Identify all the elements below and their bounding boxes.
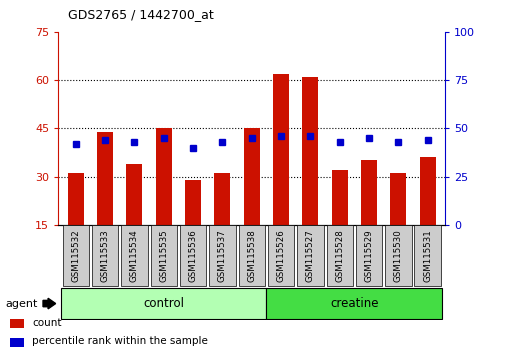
Bar [331,170,347,225]
FancyBboxPatch shape [121,225,147,286]
Text: GSM115535: GSM115535 [159,229,168,282]
Bar [185,180,201,225]
Text: creatine: creatine [329,297,378,310]
Text: GSM115527: GSM115527 [306,229,314,282]
Text: agent: agent [5,298,37,309]
Text: GDS2765 / 1442700_at: GDS2765 / 1442700_at [68,8,214,21]
FancyBboxPatch shape [63,225,89,286]
Bar [419,157,435,225]
Text: GSM115526: GSM115526 [276,229,285,282]
Text: GSM115529: GSM115529 [364,229,373,282]
Text: GSM115536: GSM115536 [188,229,197,282]
Bar [273,74,288,225]
Bar [10,338,24,347]
Text: GSM115533: GSM115533 [100,229,110,282]
Text: percentile rank within the sample: percentile rank within the sample [32,336,208,346]
FancyBboxPatch shape [384,225,411,286]
FancyBboxPatch shape [180,225,206,286]
Text: GSM115538: GSM115538 [247,229,256,282]
Text: GSM115537: GSM115537 [218,229,226,282]
Bar [97,132,113,225]
Text: GSM115534: GSM115534 [130,229,139,282]
FancyBboxPatch shape [61,288,266,319]
FancyBboxPatch shape [267,225,294,286]
Bar [156,128,172,225]
FancyBboxPatch shape [414,225,440,286]
Text: GSM115530: GSM115530 [393,229,402,282]
FancyBboxPatch shape [326,225,352,286]
FancyBboxPatch shape [209,225,235,286]
FancyBboxPatch shape [266,288,441,319]
Text: count: count [32,318,62,328]
Bar [68,173,84,225]
Bar [301,77,318,225]
Bar [389,173,406,225]
FancyBboxPatch shape [355,225,381,286]
Bar [214,173,230,225]
Text: control: control [143,297,184,310]
FancyBboxPatch shape [296,225,323,286]
Text: GSM115528: GSM115528 [334,229,343,282]
Text: GSM115531: GSM115531 [422,229,431,282]
Bar [243,128,259,225]
FancyBboxPatch shape [92,225,118,286]
FancyBboxPatch shape [238,225,265,286]
Bar [126,164,142,225]
Text: GSM115532: GSM115532 [71,229,80,282]
FancyBboxPatch shape [150,225,177,286]
Bar [10,319,24,328]
Bar [360,160,376,225]
